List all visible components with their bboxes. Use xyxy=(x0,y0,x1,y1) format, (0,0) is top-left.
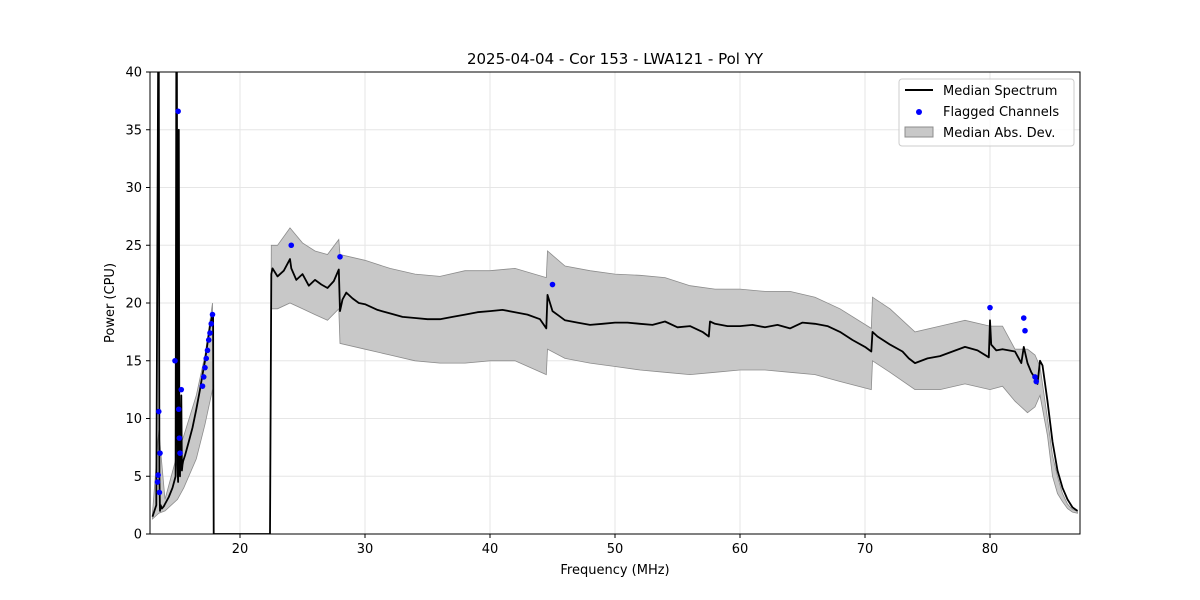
y-tick-label: 25 xyxy=(125,239,142,254)
x-tick-label: 30 xyxy=(357,542,374,557)
flagged-channel-point xyxy=(156,489,163,496)
y-tick-label: 15 xyxy=(125,354,142,369)
x-tick-label: 50 xyxy=(607,542,624,557)
flagged-channel-point xyxy=(204,347,211,354)
x-tick-label: 40 xyxy=(482,542,499,557)
flagged-channel-point xyxy=(207,330,213,336)
flagged-channel-point xyxy=(549,281,556,288)
flagged-channel-point xyxy=(209,311,216,318)
flagged-channel-point xyxy=(337,253,343,260)
flagged-channel-point xyxy=(175,108,181,115)
legend-flagged-label: Flagged Channels xyxy=(943,105,1059,120)
x-tick-label: 60 xyxy=(732,542,749,557)
chart-title: 2025-04-04 - Cor 153 - LWA121 - Pol YY xyxy=(467,50,764,68)
flagged-channel-point xyxy=(176,435,183,441)
flagged-channel-point xyxy=(1033,378,1040,385)
y-tick-label: 40 xyxy=(125,66,142,81)
flagged-channel-point xyxy=(205,337,212,343)
legend-band-swatch xyxy=(904,126,934,138)
flagged-channel-point xyxy=(177,450,183,456)
flagged-channel-point xyxy=(202,364,208,371)
flagged-channel-point xyxy=(208,320,215,327)
legend-band-label: Median Abs. Dev. xyxy=(943,126,1055,141)
median-abs-dev-band xyxy=(152,227,1078,534)
flagged-channel-point xyxy=(155,408,162,415)
flagged-channel-point xyxy=(155,472,161,478)
y-tick-label: 35 xyxy=(125,123,142,138)
flagged-channel-point xyxy=(199,383,206,389)
tick-marks: 20 30 40 50 60 70 80 0 5 10 15 20 25 30 35 40 xyxy=(125,66,998,558)
flagged-channel-point xyxy=(200,374,207,380)
flagged-channel-point xyxy=(172,357,178,364)
flagged-channel-point xyxy=(288,242,295,249)
flagged-channel-point xyxy=(175,406,182,413)
y-axis-label: Power (CPU) xyxy=(103,263,118,343)
legend: Median Spectrum Flagged Channels Median … xyxy=(898,78,1075,147)
legend-frame xyxy=(898,78,1075,147)
y-tick-label: 5 xyxy=(134,470,142,485)
y-tick-label: 30 xyxy=(125,181,142,196)
flagged-channel-point xyxy=(987,304,993,311)
x-tick-label: 20 xyxy=(232,542,249,557)
flagged-channel-point xyxy=(203,355,210,362)
x-tick-label: 70 xyxy=(857,542,874,557)
flagged-channel-point xyxy=(1032,374,1038,380)
flagged-channel-point xyxy=(1020,315,1027,321)
x-tick-label: 80 xyxy=(982,542,999,557)
x-axis-label: Frequency (MHz) xyxy=(560,563,669,578)
median-spectrum-line xyxy=(151,72,1079,534)
flagged-channel-point xyxy=(157,450,163,456)
flagged-channel-point xyxy=(154,479,161,485)
y-tick-label: 10 xyxy=(125,412,142,427)
y-tick-label: 20 xyxy=(125,297,142,312)
flagged-channel-point xyxy=(1022,327,1028,334)
legend-median-label: Median Spectrum xyxy=(943,84,1057,99)
flagged-channel-point xyxy=(178,386,185,393)
legend-flagged-swatch xyxy=(916,109,922,115)
y-tick-label: 0 xyxy=(134,528,142,543)
